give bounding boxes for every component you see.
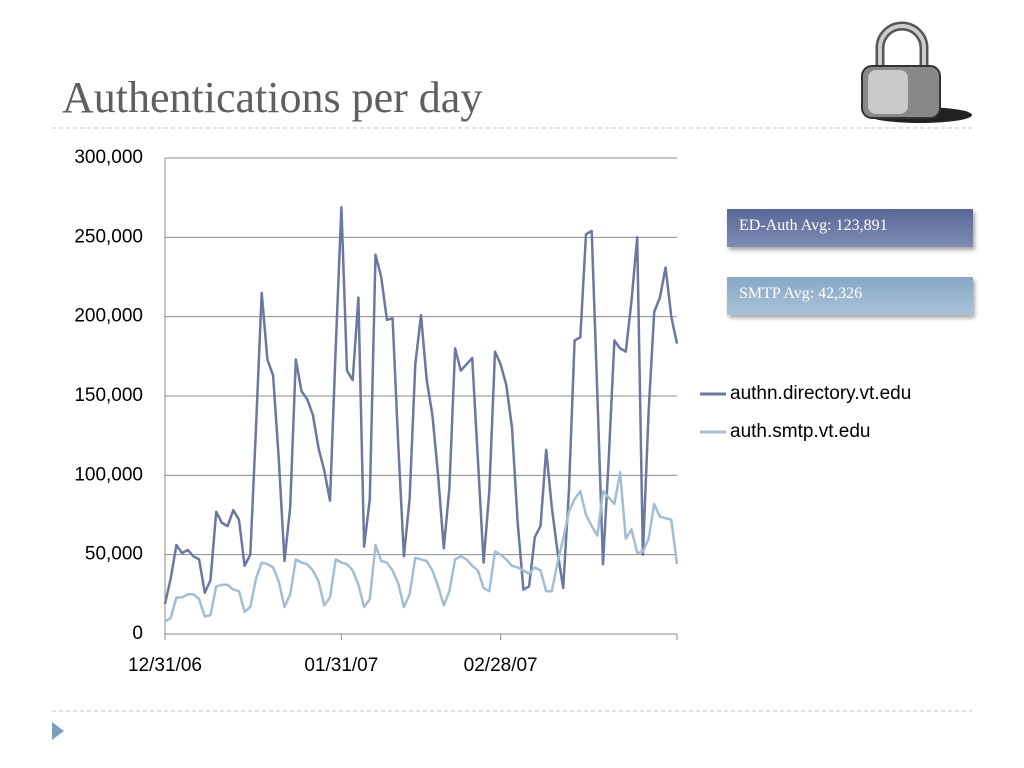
annotation: ED-Auth Avg: 123,891 <box>727 209 973 247</box>
series-line <box>163 205 679 605</box>
y-tick-label: 250,000 <box>74 226 143 247</box>
lock-icon <box>861 21 972 123</box>
y-tick-label: 50,000 <box>85 544 143 565</box>
y-tick-label: 100,000 <box>74 464 143 485</box>
legend-label: auth.smtp.vt.edu <box>730 421 870 442</box>
x-tick-label: 02/28/07 <box>464 655 538 676</box>
y-tick-label: 200,000 <box>74 306 143 327</box>
chart-title: Authentications per day <box>62 73 482 122</box>
y-tick-label: 300,000 <box>74 147 143 168</box>
x-tick-label: 12/31/06 <box>128 655 202 676</box>
series-line <box>164 470 679 623</box>
legend-label: authn.directory.vt.edu <box>730 383 911 404</box>
y-tick-label: 0 <box>132 623 143 644</box>
y-tick-label: 150,000 <box>74 385 143 406</box>
x-tick-label: 01/31/07 <box>304 655 378 676</box>
bullet-icon <box>52 722 64 740</box>
annotation: SMTP Avg: 42,326 <box>727 277 973 315</box>
